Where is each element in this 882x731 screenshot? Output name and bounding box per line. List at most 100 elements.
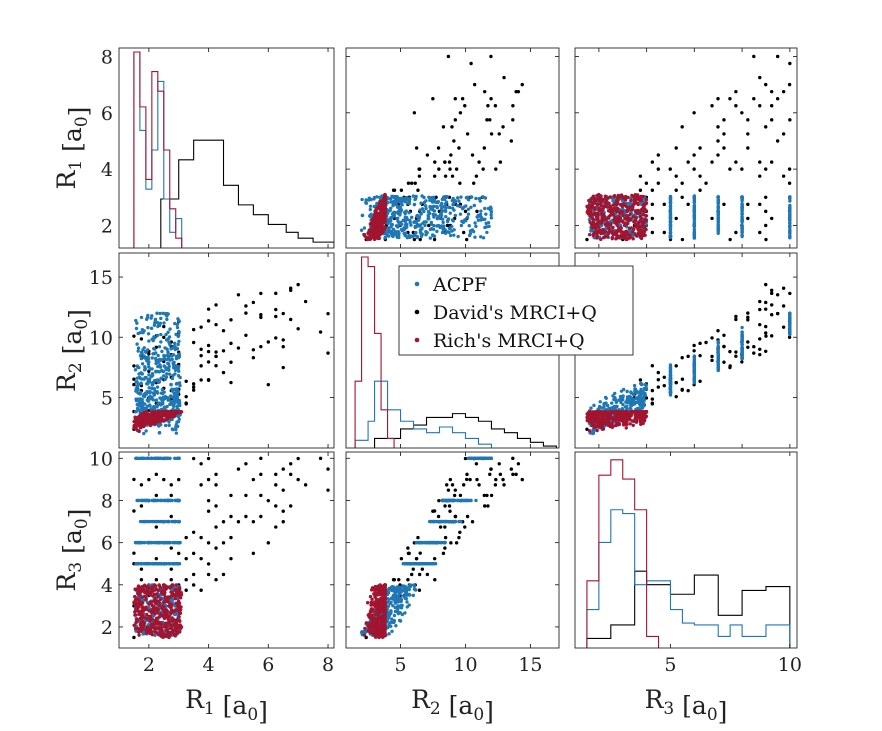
data-point (172, 540, 176, 545)
data-point (417, 215, 422, 219)
data-point (740, 350, 744, 354)
data-point (173, 395, 177, 400)
data-point (132, 382, 136, 387)
data-point (501, 125, 505, 129)
data-point (477, 160, 481, 164)
data-point (368, 222, 373, 226)
data-point (634, 391, 639, 395)
data-point (143, 366, 148, 371)
data-point (788, 317, 792, 322)
data-point (769, 291, 774, 296)
data-point (621, 402, 625, 407)
data-point (598, 400, 602, 404)
data-point (171, 402, 175, 406)
data-point (165, 372, 169, 376)
data-point (408, 220, 412, 225)
data-point (680, 237, 685, 242)
data-point (450, 174, 455, 178)
data-point (168, 415, 173, 419)
data-point (391, 200, 396, 205)
data-point (380, 228, 384, 233)
data-point (396, 225, 400, 229)
data-point (169, 493, 173, 498)
data-point (136, 397, 141, 401)
data-point (174, 423, 178, 427)
data-point (587, 217, 592, 222)
data-point (481, 167, 485, 171)
data-point (163, 588, 167, 592)
data-point (587, 232, 592, 237)
data-point (164, 312, 168, 316)
data-point (668, 364, 673, 369)
data-point (628, 212, 632, 217)
data-point (150, 540, 154, 545)
data-point (612, 417, 616, 421)
data-point (602, 204, 606, 208)
panel-frame (118, 47, 335, 249)
data-point (274, 472, 278, 477)
data-point (386, 226, 390, 230)
data-point (596, 412, 600, 417)
data-point (402, 226, 406, 230)
data-point (154, 398, 159, 402)
data-point (662, 230, 666, 235)
data-point (601, 416, 605, 420)
data-point (469, 61, 473, 66)
data-point (441, 125, 446, 129)
panel-frame (345, 47, 560, 249)
data-point (379, 201, 384, 205)
data-point (156, 561, 161, 566)
data-point (162, 540, 166, 545)
data-point (147, 352, 151, 356)
data-point (692, 220, 697, 225)
data-point (191, 583, 196, 587)
data-point (668, 226, 673, 230)
data-point (428, 236, 433, 240)
data-point (184, 402, 188, 406)
data-point (630, 208, 634, 212)
data-point (155, 333, 160, 338)
data-point (420, 194, 424, 198)
data-point (716, 209, 720, 214)
data-point (398, 199, 403, 203)
data-point (221, 349, 226, 353)
data-point (460, 97, 465, 101)
data-point (716, 125, 720, 129)
data-point (139, 356, 144, 361)
data-point (375, 226, 379, 231)
data-point (142, 540, 147, 545)
data-point (674, 364, 678, 368)
data-point (620, 230, 625, 234)
data-point (229, 360, 233, 364)
data-point (177, 352, 181, 356)
data-point (629, 198, 633, 203)
data-point (171, 353, 176, 357)
data-point (168, 354, 172, 358)
data-point (740, 347, 744, 351)
data-point (138, 331, 143, 335)
data-point (602, 412, 606, 417)
data-point (383, 193, 387, 198)
data-point (146, 357, 151, 362)
data-point (170, 427, 175, 431)
data-point (746, 132, 750, 136)
data-point (692, 209, 697, 213)
data-point (176, 456, 180, 461)
data-point (469, 195, 473, 199)
data-point (173, 347, 177, 352)
data-point (616, 422, 620, 426)
data-point (619, 389, 624, 393)
data-point (404, 197, 408, 202)
data-point (395, 194, 399, 199)
data-point (716, 195, 720, 200)
data-point (631, 423, 635, 428)
data-point (424, 206, 428, 211)
data-point (146, 332, 151, 336)
data-point (414, 146, 419, 150)
data-point (644, 197, 649, 202)
data-point (426, 217, 430, 221)
data-point (392, 194, 397, 199)
data-point (178, 375, 182, 380)
data-point (483, 196, 488, 200)
data-point (764, 300, 768, 305)
